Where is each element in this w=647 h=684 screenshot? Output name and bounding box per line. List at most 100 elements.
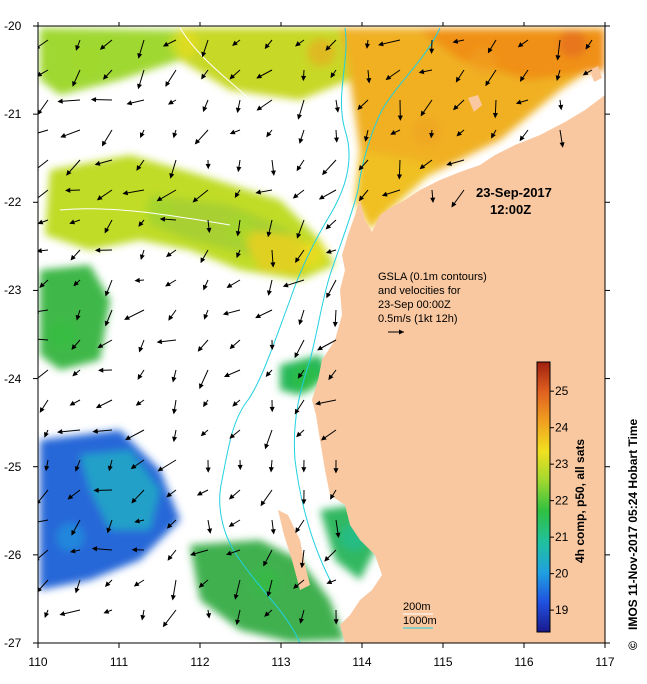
sst-patch-sample: [291, 364, 320, 393]
velocity-arrow-head: [324, 556, 330, 562]
velocity-arrow-head: [73, 280, 79, 287]
velocity-arrow-head: [93, 487, 99, 493]
velocity-arrow-head: [104, 320, 110, 327]
velocity-arrow-head: [234, 192, 240, 199]
velocity-arrow-head: [264, 611, 270, 617]
velocity-arrow-head: [124, 315, 130, 320]
north-island: [468, 95, 482, 112]
colorbar-tick-label: 19: [555, 603, 569, 617]
velocity-arrow-head: [419, 163, 426, 170]
velocity-arrow-head: [229, 129, 236, 135]
depth-legend-1000m: 1000m: [403, 615, 437, 627]
velocity-arrow-head: [492, 112, 498, 119]
velocity-arrow: [38, 369, 49, 379]
colorbar-title: 4h comp, p50, all sats: [573, 439, 587, 563]
velocity-arrow-head: [130, 463, 137, 470]
velocity-arrow-head: [69, 548, 76, 554]
velocity-arrow-head: [194, 138, 201, 145]
velocity-arrow-head: [99, 44, 106, 50]
velocity-arrow-head: [199, 383, 204, 390]
velocity-arrow-head: [298, 138, 304, 144]
velocity-arrow-head: [325, 248, 332, 254]
velocity-arrow-head: [207, 528, 213, 534]
sst-patch-sample: [72, 47, 101, 76]
velocity-arrow-head: [162, 41, 169, 47]
velocity-arrow-head: [172, 436, 178, 443]
velocity-arrow-head: [134, 277, 140, 283]
velocity-arrow-head: [75, 45, 81, 51]
velocity-arrow-head: [256, 105, 263, 111]
annotation-line-3: 23-Sep 00:00Z: [378, 299, 451, 311]
velocity-arrow-head: [236, 252, 241, 259]
velocity-arrow-head: [232, 401, 238, 407]
colorbar-tick-label: 22: [555, 494, 569, 508]
velocity-arrow-head: [263, 560, 268, 567]
velocity-arrow-head: [101, 140, 107, 147]
velocity-arrow-head: [102, 74, 109, 80]
sst-patch-south-west-cyan: [80, 450, 160, 530]
velocity-arrow-head: [134, 518, 140, 524]
velocity-arrow-head: [198, 582, 205, 588]
velocity-arrow-head: [90, 97, 97, 103]
velocity-arrow-head: [156, 339, 163, 345]
velocity-arrow-head: [159, 216, 166, 222]
velocity-arrow-head: [32, 337, 36, 340]
velocity-arrow-head: [171, 376, 177, 383]
velocity-arrow: [38, 519, 49, 523]
velocity-arrow-head: [133, 581, 140, 587]
velocity-arrow-head: [44, 612, 49, 618]
velocity-arrow-head: [66, 170, 72, 176]
velocity-arrow-head: [205, 467, 211, 473]
velocity-arrow-head: [71, 344, 77, 350]
velocity-arrow-head: [38, 219, 44, 225]
sst-patches: [40, 28, 605, 642]
velocity-arrow-head: [292, 193, 299, 199]
x-tick-label: 114: [352, 655, 371, 669]
contour-1000m: [219, 27, 350, 643]
velocity-arrow-head: [282, 282, 289, 288]
x-tick-label: 111: [110, 655, 129, 669]
velocity-arrow-head: [222, 310, 229, 316]
velocity-arrow-head: [333, 619, 339, 625]
velocity-arrow-head: [38, 586, 42, 592]
velocity-arrow: [38, 549, 49, 560]
annotation-line-4: 0.5m/s (1kt 12h): [378, 313, 457, 325]
velocity-arrow-head: [555, 75, 561, 81]
velocity-arrow-head: [224, 372, 230, 377]
axis-ticks: [33, 22, 610, 648]
velocity-arrow-head: [429, 132, 435, 139]
velocity-arrow-head: [229, 494, 235, 500]
velocity-arrow-head: [298, 319, 304, 326]
x-tick-label: 113: [271, 655, 290, 669]
velocity-arrow-head: [315, 400, 321, 406]
velocity-arrow-head: [296, 431, 302, 438]
sst-patch-sample: [412, 117, 441, 146]
north-east-island: [590, 66, 602, 82]
velocity-arrow-head: [297, 372, 303, 379]
velocity-arrow-head: [205, 163, 211, 170]
velocity-arrow-head: [357, 104, 363, 111]
velocity-arrow-head: [232, 40, 238, 46]
velocity-arrow-head: [237, 464, 243, 471]
velocity-arrow-head: [270, 262, 276, 268]
y-tick-label: -26: [4, 548, 22, 562]
velocity-arrow-head: [330, 493, 335, 500]
velocity-arrow-head: [229, 343, 236, 350]
velocity-arrow-head: [57, 429, 63, 435]
sst-patch-coastal-north: [355, 150, 440, 230]
velocity-arrow-head: [358, 195, 365, 202]
velocity-arrow-head: [226, 282, 233, 288]
velocity-arrow-head: [453, 104, 459, 111]
velocity-arrow-head: [333, 468, 339, 474]
velocity-arrow-head: [138, 221, 144, 227]
velocity-arrow-head: [385, 74, 392, 81]
x-tick-label: 115: [433, 655, 452, 669]
velocity-arrow-head: [197, 346, 203, 352]
sst-patch-sample: [307, 38, 336, 67]
velocity-arrow-head: [59, 611, 66, 617]
velocity-arrow-head: [71, 529, 77, 536]
velocity-arrow-head: [270, 170, 276, 176]
velocity-arrow-head: [318, 194, 325, 200]
y-tick-label: -24: [4, 372, 22, 386]
